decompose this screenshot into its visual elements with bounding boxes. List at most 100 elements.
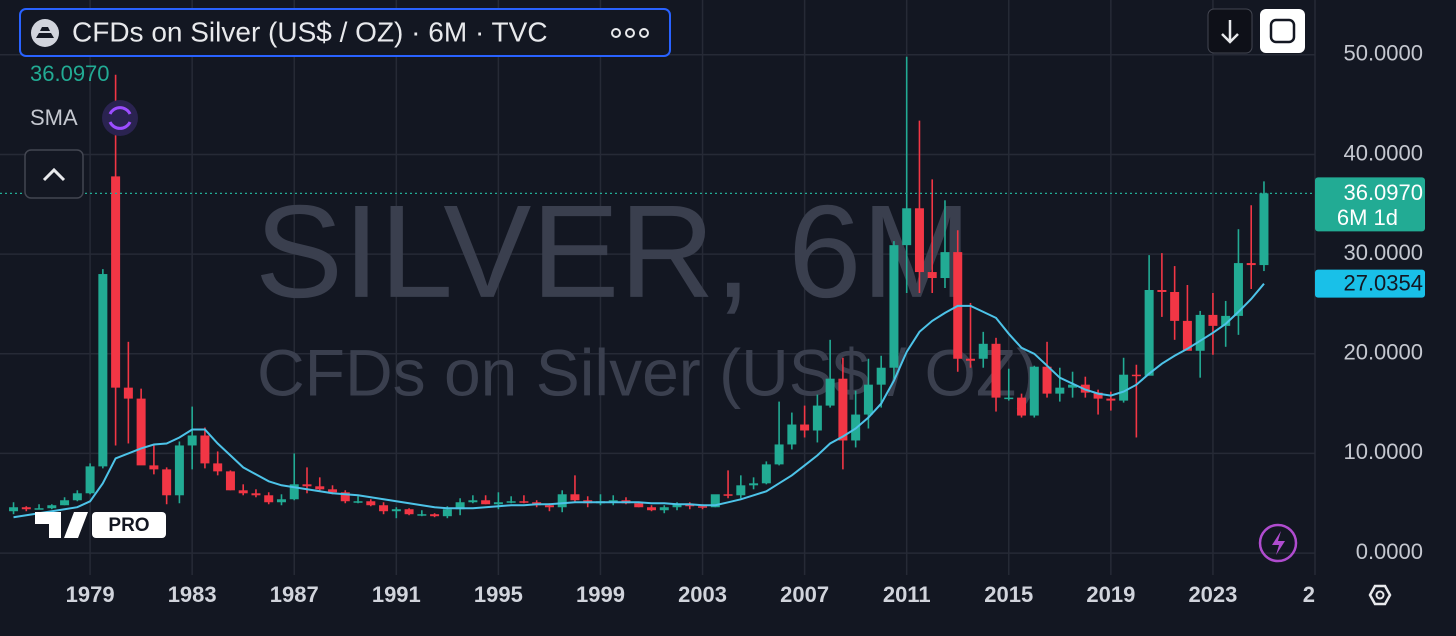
candle-body [302, 484, 312, 487]
candle-body [608, 500, 618, 502]
candle-body [264, 495, 274, 503]
candle-body [1259, 193, 1269, 266]
candle-body [9, 507, 19, 512]
last-price-tag [1315, 177, 1425, 232]
last-price: 36.0970 [30, 61, 110, 86]
axis: 0.0000 10.0000 20.0000 30.0000 40.0000 50.000… [66, 41, 1423, 607]
candle-body [1106, 398, 1116, 401]
candle-body [927, 272, 937, 279]
fullscreen-button[interactable] [1260, 9, 1305, 53]
x-tick-label: 1979 [66, 582, 115, 607]
watermark: SILVER, 6M [255, 178, 971, 325]
candle-body [340, 492, 350, 502]
candle-body [21, 507, 31, 510]
candle-body [506, 501, 516, 503]
last-price-tag-label: 36.0970 [1343, 180, 1423, 205]
x-tick-label: 20 [1303, 582, 1327, 607]
candle-body [149, 465, 159, 470]
collapse-button[interactable] [24, 149, 84, 199]
candle-body [72, 493, 82, 501]
candle-body [123, 387, 133, 399]
candle-body [276, 499, 286, 503]
candle-body [481, 500, 491, 505]
candle-body [1093, 392, 1103, 399]
candle-body [238, 490, 248, 494]
candle-body [1182, 320, 1192, 351]
candle-body [34, 508, 44, 510]
candle-body [1195, 314, 1205, 351]
more-button[interactable] [611, 28, 649, 38]
candle-body [213, 463, 223, 472]
y-tick-label: 0.0000 [1356, 539, 1423, 564]
candle-body [787, 424, 797, 445]
candle-body [98, 274, 108, 467]
x-tick-label: 1991 [372, 582, 421, 607]
countdown-label: 6M 1d [1337, 205, 1398, 230]
candle-body [544, 505, 554, 508]
candle-body [366, 501, 376, 506]
indicator-name: SMA [30, 105, 78, 130]
candle-body [1004, 397, 1014, 400]
sma-tag [1315, 269, 1425, 298]
candle-body [162, 469, 172, 496]
candle-body [1055, 387, 1065, 394]
x-tick-label: 1983 [168, 582, 217, 607]
x-axis: 1979 1983 1987 1991 1995 1999 2003 2007 2011 2015… [66, 582, 1327, 607]
candle-body [940, 252, 950, 279]
candle-body [455, 502, 465, 510]
candle-body [902, 208, 912, 246]
candle-body [991, 343, 1001, 398]
candle-body [647, 507, 657, 511]
y-tick-label: 10.0000 [1343, 439, 1423, 464]
y-tick-label: 30.0000 [1343, 240, 1423, 265]
candle-body [391, 509, 401, 512]
candle-body [825, 378, 835, 406]
candle-body [800, 424, 810, 431]
candle-body [417, 514, 427, 516]
candle-body [965, 358, 975, 361]
candle-body [1029, 366, 1039, 416]
y-tick-label: 20.0000 [1343, 340, 1423, 365]
candle-body [200, 435, 210, 464]
symbol-icon-bars [36, 27, 54, 38]
candle-body [1157, 289, 1167, 292]
y-tick-label: 40.0000 [1343, 140, 1423, 165]
candle-body [698, 506, 708, 508]
lightning-button[interactable] [1258, 523, 1298, 563]
candle-body [47, 505, 57, 509]
candle-body [379, 505, 389, 512]
x-tick-label: 1999 [576, 582, 625, 607]
candle-body [225, 471, 235, 491]
x-tick-label: 2015 [984, 582, 1033, 607]
settings-button[interactable] [1368, 584, 1392, 606]
symbol-title: CFDs on Silver (US$ / OZ) · 6M · TVC [72, 16, 548, 47]
candle-body [174, 445, 184, 496]
candle-body [251, 493, 261, 496]
candle-body [493, 502, 503, 505]
candle-body [1017, 397, 1027, 416]
candle-body [710, 494, 720, 508]
candle-body [404, 509, 414, 515]
candle-body [889, 245, 899, 368]
symbol-box[interactable] [19, 8, 671, 57]
candle-body [1221, 315, 1231, 326]
logo-text: PRO [108, 515, 149, 536]
candle-body [736, 485, 746, 496]
candle-body [978, 343, 988, 359]
candle-body [136, 398, 146, 466]
candle-body [672, 504, 682, 508]
candle-body [85, 466, 95, 494]
candle-body [659, 507, 669, 511]
candle-body [876, 367, 886, 385]
scroll-down-button[interactable] [1207, 8, 1253, 54]
candle-body [914, 208, 924, 273]
candle-body [838, 378, 848, 441]
candle-body [111, 176, 121, 388]
x-tick-label: 2003 [678, 582, 727, 607]
candle-body [634, 503, 644, 508]
candle-body [60, 500, 70, 506]
candle-body [1131, 374, 1141, 377]
sma-line [13, 283, 1265, 519]
indicator-loading[interactable] [102, 100, 138, 136]
